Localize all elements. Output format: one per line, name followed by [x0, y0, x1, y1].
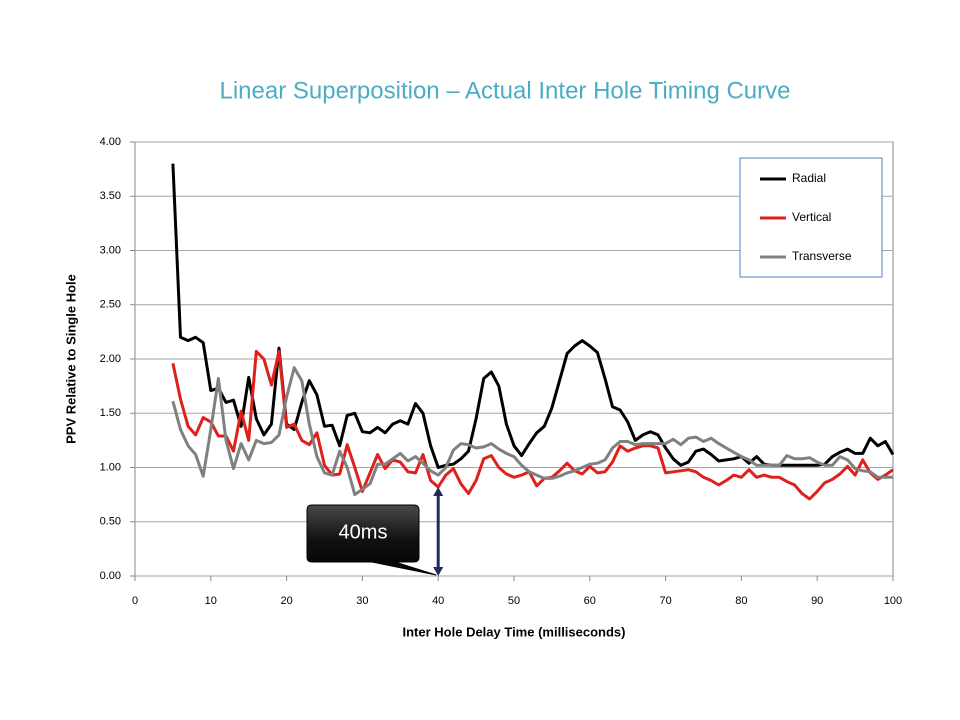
arrow-head — [433, 567, 444, 576]
x-tick-label: 40 — [432, 595, 444, 607]
x-tick-label: 70 — [659, 595, 671, 607]
x-tick-label: 90 — [811, 595, 823, 607]
y-tick-label: 2.00 — [100, 353, 121, 365]
x-axis-title: Inter Hole Delay Time (milliseconds) — [403, 624, 626, 639]
chart-title: Linear Superposition – Actual Inter Hole… — [220, 77, 791, 104]
x-tick-label: 80 — [735, 595, 747, 607]
x-tick-label: 60 — [584, 595, 596, 607]
legend-label: Vertical — [792, 210, 831, 224]
y-axis-title: PPV Relative to Single Hole — [63, 274, 78, 444]
x-tick-label: 100 — [884, 595, 902, 607]
y-tick-label: 2.50 — [100, 299, 121, 311]
series-line — [171, 366, 893, 497]
legend-label: Transverse — [792, 249, 852, 263]
x-tick-label: 50 — [508, 595, 520, 607]
legend: Radial Vertical Transverse — [739, 157, 883, 278]
y-tick-label: 3.00 — [100, 244, 121, 256]
x-tick-label: 10 — [205, 595, 217, 607]
y-tick-label: 0.50 — [100, 516, 121, 528]
y-tick-label: 3.50 — [100, 190, 121, 202]
legend-label: Radial — [792, 171, 826, 185]
y-tick-label: 0.00 — [100, 570, 121, 582]
arrow-head — [433, 487, 444, 497]
callout-box — [306, 504, 437, 576]
y-tick-label: 1.00 — [100, 461, 121, 473]
x-tick-label: 0 — [132, 595, 138, 607]
x-tick-label: 30 — [356, 595, 368, 607]
callout-text: 40ms — [339, 521, 388, 543]
y-tick-label: 4.00 — [100, 136, 121, 148]
y-tick-label: 1.50 — [100, 407, 121, 419]
series-line — [171, 349, 894, 501]
x-tick-label: 20 — [280, 595, 292, 607]
